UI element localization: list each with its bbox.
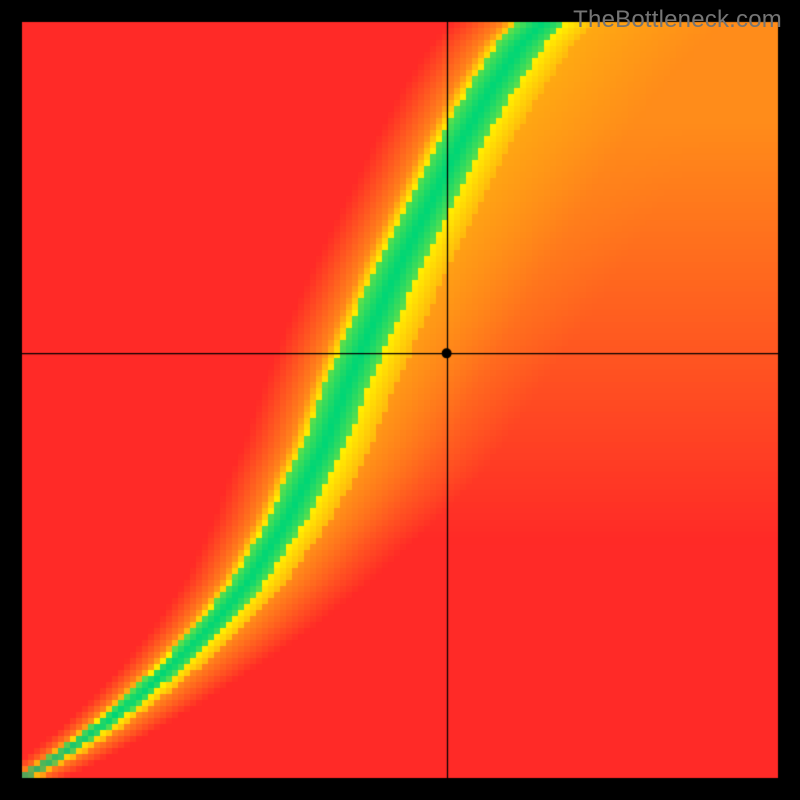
watermark: TheBottleneck.com: [573, 6, 782, 34]
bottleneck-heatmap: [0, 0, 800, 800]
